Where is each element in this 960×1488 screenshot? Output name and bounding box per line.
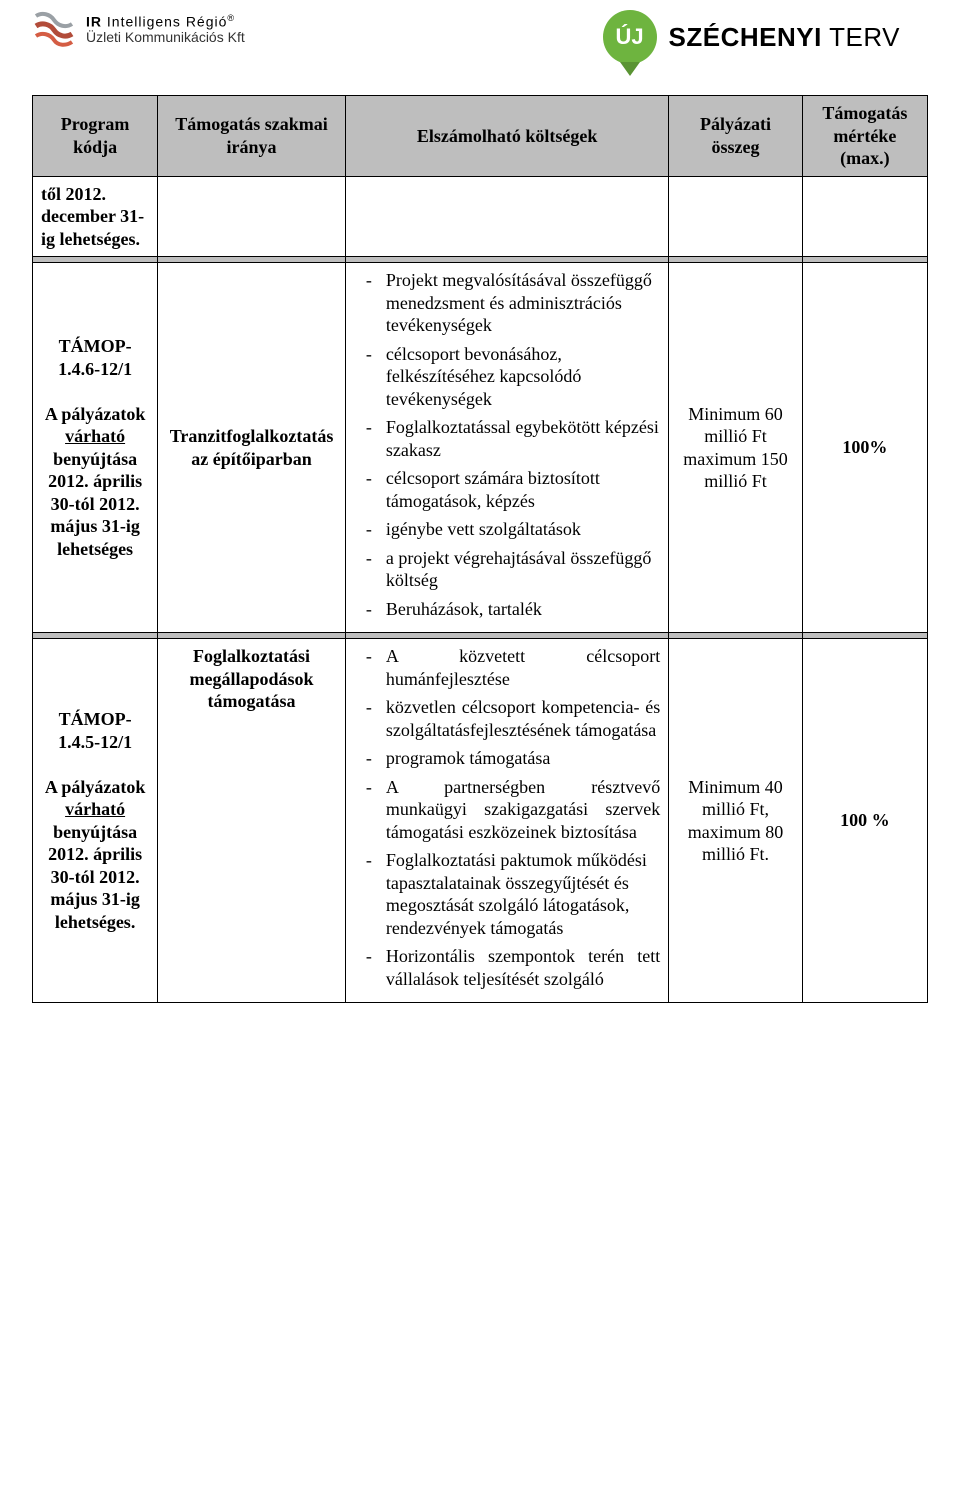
th-costs: Elszámolható költségek xyxy=(345,96,668,177)
row1-submission: A pályázatok várható benyújtása 2012. áp… xyxy=(41,403,149,561)
list-item: célcsoport számára biztosított támogatás… xyxy=(386,467,660,512)
list-item: A közvetett célcsoport humánfejlesztése xyxy=(386,645,660,690)
table-row: től 2012. december 31-ig lehetséges. xyxy=(33,176,928,257)
list-item: a projekt végrehajtásával összefüggő köl… xyxy=(386,547,660,592)
row1-list: Projekt megvalósításával összefüggő mene… xyxy=(354,269,660,620)
cell-row1-col1: TÁMOP-1.4.6-12/1 A pályázatok várható be… xyxy=(33,263,158,633)
cell-row1-col4: Minimum 60 millió Ft maximum 150 millió … xyxy=(669,263,803,633)
ir-logo-icon xyxy=(30,10,78,48)
main-table: Program kódja Támogatás szakmai iránya E… xyxy=(32,95,928,1003)
logo-left: IR Intelligens Régió® Üzleti Kommunikáci… xyxy=(30,10,245,48)
cell-row2-col5: 100 % xyxy=(802,639,927,1003)
th-amount: Pályázati összeg xyxy=(669,96,803,177)
cell-row1-col5: 100% xyxy=(802,263,927,633)
th-direction: Támogatás szakmai iránya xyxy=(158,96,346,177)
row2-rest-a: A pályázatok xyxy=(45,777,146,797)
szechenyi-brand: SZÉCHENYI TERV xyxy=(669,22,900,53)
row2-rest-b: benyújtása 2012. április 30-tól 2012. má… xyxy=(48,822,142,932)
brand-ir: IR xyxy=(86,13,102,29)
szechenyi-bold: SZÉCHENYI xyxy=(669,22,822,52)
cell-empty xyxy=(345,176,668,257)
cell-row1-col3: Projekt megvalósításával összefüggő mene… xyxy=(345,263,668,633)
uj-badge-text: ÚJ xyxy=(615,24,643,50)
table-header-row: Program kódja Támogatás szakmai iránya E… xyxy=(33,96,928,177)
cell-row2-col4: Minimum 40 millió Ft, maximum 80 millió … xyxy=(669,639,803,1003)
cell-row1-col2: Tranzitfoglalkoztatás az építőiparban xyxy=(158,263,346,633)
uj-badge-icon: ÚJ xyxy=(603,10,657,64)
logo-text: IR Intelligens Régió® Üzleti Kommunikáci… xyxy=(86,13,245,46)
table-container: Program kódja Támogatás szakmai iránya E… xyxy=(0,95,960,1003)
table-body: től 2012. december 31-ig lehetséges. TÁM… xyxy=(33,176,928,1003)
brand-rest: Intelligens Régió xyxy=(102,13,227,29)
page-header: IR Intelligens Régió® Üzleti Kommunikáci… xyxy=(0,0,960,95)
table-head: Program kódja Támogatás szakmai iránya E… xyxy=(33,96,928,177)
row2-list: A közvetett célcsoport humánfejlesztése k… xyxy=(354,645,660,990)
row1-code: TÁMOP-1.4.6-12/1 xyxy=(41,335,149,380)
list-item: közvetlen célcsoport kompetencia- és szo… xyxy=(386,696,660,741)
szechenyi-rest: TERV xyxy=(822,22,900,52)
th-rate: Támogatás mértéke (max.) xyxy=(802,96,927,177)
cell-empty xyxy=(669,176,803,257)
th-program-code: Program kódja xyxy=(33,96,158,177)
table-row: TÁMOP-1.4.6-12/1 A pályázatok várható be… xyxy=(33,263,928,633)
list-item: Foglalkoztatással egybekötött képzési sz… xyxy=(386,416,660,461)
logo-brand-line: IR Intelligens Régió® xyxy=(86,13,245,30)
row1-rest-b: benyújtása 2012. április 30-tól 2012. má… xyxy=(48,449,142,559)
row2-rest-u: várható xyxy=(65,799,125,819)
row2-submission: A pályázatok várható benyújtása 2012. áp… xyxy=(41,776,149,934)
reg-mark: ® xyxy=(227,13,235,23)
cell-row2-col2: Foglalkoztatási megállapodások támogatás… xyxy=(158,639,346,1003)
list-item: Beruházások, tartalék xyxy=(386,598,660,621)
list-item: Projekt megvalósításával összefüggő mene… xyxy=(386,269,660,337)
list-item: célcsoport bevonásához, felkészítéséhez … xyxy=(386,343,660,411)
row1-rest-u: várható xyxy=(65,426,125,446)
logo-subtitle: Üzleti Kommunikációs Kft xyxy=(86,29,245,45)
list-item: A partnerségben résztvevő munkaügyi szak… xyxy=(386,776,660,844)
list-item: programok támogatása xyxy=(386,747,660,770)
logo-right: ÚJ SZÉCHENYI TERV xyxy=(603,10,900,64)
list-item: Horizontális szempontok terén tett válla… xyxy=(386,945,660,990)
table-row: TÁMOP-1.4.5-12/1 A pályázatok várható be… xyxy=(33,639,928,1003)
list-item: Foglalkoztatási paktumok működési tapasz… xyxy=(386,849,660,939)
cell-row2-col1: TÁMOP-1.4.5-12/1 A pályázatok várható be… xyxy=(33,639,158,1003)
row2-code: TÁMOP-1.4.5-12/1 xyxy=(41,708,149,753)
list-item: igénybe vett szolgáltatások xyxy=(386,518,660,541)
cell-empty xyxy=(802,176,927,257)
cell-row0-col1: től 2012. december 31-ig lehetséges. xyxy=(33,176,158,257)
uj-pointer-icon xyxy=(620,62,640,76)
row1-rest-a: A pályázatok xyxy=(45,404,146,424)
cell-row2-col3: A közvetett célcsoport humánfejlesztése k… xyxy=(345,639,668,1003)
cell-empty xyxy=(158,176,346,257)
